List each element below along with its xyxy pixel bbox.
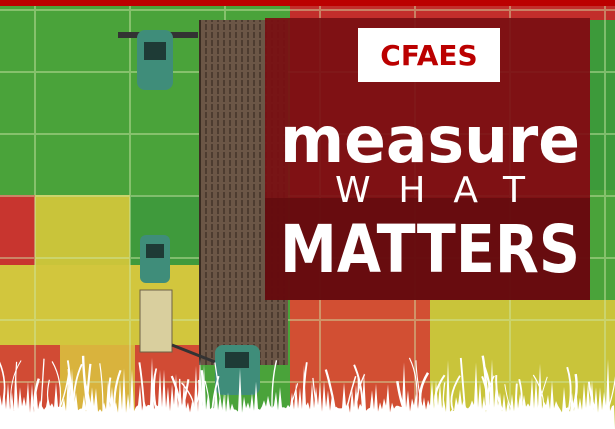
grass-blade bbox=[516, 384, 517, 410]
combine bbox=[215, 345, 260, 395]
headline-line3: MATTERS bbox=[280, 211, 580, 288]
page: {"badge": "CFAES", "headline": {"line1":… bbox=[0, 0, 615, 429]
top-border bbox=[0, 0, 615, 6]
badge: CFAES bbox=[380, 39, 477, 72]
headline-line1: measure bbox=[280, 104, 580, 178]
poster: CFAES measure WHAT MATTERS bbox=[0, 0, 615, 429]
